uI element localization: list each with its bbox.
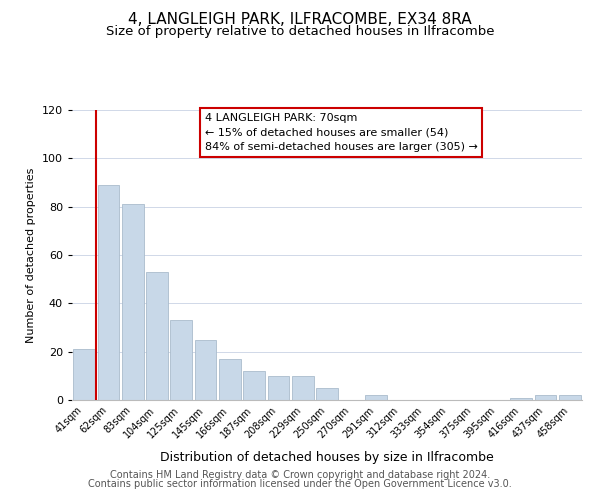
Bar (97, 185, 119, 400)
Bar (535, 395, 556, 400)
Bar (316, 388, 338, 400)
Bar (268, 376, 289, 400)
Text: Contains HM Land Registry data © Crown copyright and database right 2024.: Contains HM Land Registry data © Crown c… (110, 470, 490, 480)
Text: 4, LANGLEIGH PARK, ILFRACOMBE, EX34 8RA: 4, LANGLEIGH PARK, ILFRACOMBE, EX34 8RA (128, 12, 472, 28)
Text: 4 LANGLEIGH PARK: 70sqm
← 15% of detached houses are smaller (54)
84% of semi-de: 4 LANGLEIGH PARK: 70sqm ← 15% of detache… (205, 113, 478, 152)
Bar (559, 395, 581, 400)
Bar (292, 376, 314, 400)
Bar (511, 398, 532, 400)
Bar (219, 359, 241, 400)
Bar (365, 395, 386, 400)
X-axis label: Distribution of detached houses by size in Ilfracombe: Distribution of detached houses by size … (160, 451, 494, 464)
Text: Contains public sector information licensed under the Open Government Licence v3: Contains public sector information licen… (88, 479, 512, 489)
Bar (243, 371, 265, 400)
Bar (73, 349, 95, 400)
Bar (146, 272, 168, 400)
Bar (194, 340, 217, 400)
Bar (170, 320, 192, 400)
Text: Size of property relative to detached houses in Ilfracombe: Size of property relative to detached ho… (106, 25, 494, 38)
Bar (122, 204, 143, 400)
Y-axis label: Number of detached properties: Number of detached properties (26, 168, 36, 342)
